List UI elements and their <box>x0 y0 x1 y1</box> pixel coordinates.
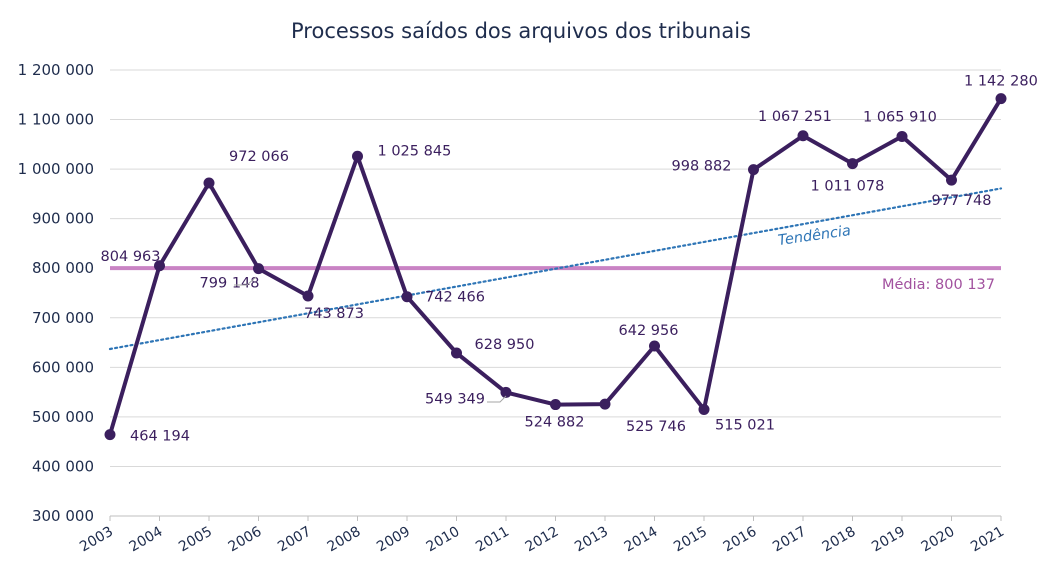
data-point <box>401 291 413 303</box>
data-point <box>203 177 215 189</box>
x-tick-label: 2010 <box>424 524 463 556</box>
data-point <box>550 399 561 411</box>
y-tick-label: 500 000 <box>32 408 94 426</box>
data-point <box>649 340 660 352</box>
x-tick-label: 2012 <box>523 524 562 556</box>
data-label: 977 748 <box>932 193 992 209</box>
y-axis: 300 000 400 000 500 000 600 000 700 000 800 0… <box>18 61 94 525</box>
data-point <box>451 347 462 359</box>
x-tick-label: 2008 <box>325 524 364 556</box>
x-tick-label: 2021 <box>968 524 1007 556</box>
y-tick-label: 1 200 000 <box>18 61 94 79</box>
y-tick-label: 400 000 <box>32 457 94 475</box>
data-point <box>698 403 710 415</box>
data-label: 1 142 280 <box>964 74 1038 90</box>
data-label: 642 956 <box>619 323 679 339</box>
data-label: 799 148 <box>200 276 260 292</box>
series <box>104 93 1007 441</box>
x-tick-label: 2013 <box>572 524 611 556</box>
x-tick-label: 2004 <box>127 524 166 556</box>
data-label: 1 067 251 <box>758 109 832 125</box>
data-label: 972 066 <box>229 149 289 165</box>
data-label: 1 025 845 <box>378 143 452 159</box>
data-label: 743 873 <box>304 306 364 322</box>
y-tick-label: 800 000 <box>32 259 94 277</box>
data-label: 804 963 <box>101 249 161 265</box>
x-tick-label: 2003 <box>77 524 116 556</box>
chart-title: Processos saídos dos arquivos dos tribun… <box>291 19 751 43</box>
y-tick-label: 900 000 <box>32 210 94 228</box>
data-point <box>500 386 512 398</box>
leader-line <box>487 395 507 403</box>
x-tick-label: 2017 <box>770 524 809 556</box>
data-label: 524 882 <box>525 415 585 431</box>
x-tick-label: 2006 <box>226 524 265 556</box>
data-point <box>599 398 611 410</box>
x-tick-label: 2016 <box>721 524 760 556</box>
x-tick-label: 2018 <box>820 524 859 556</box>
data-label: 525 746 <box>626 419 686 435</box>
y-tick-label: 1 100 000 <box>18 111 94 129</box>
data-label: 1 065 910 <box>863 109 937 125</box>
data-labels: 464 194 804 963 972 066 799 148 743 873 1 025… <box>101 74 1038 445</box>
data-label: 1 011 078 <box>811 179 885 195</box>
x-tick-label: 2020 <box>919 524 958 556</box>
data-label: 549 349 <box>425 391 485 407</box>
x-tick-label: 2007 <box>275 524 314 556</box>
data-label: 742 466 <box>425 290 485 306</box>
data-point <box>748 164 759 176</box>
data-label: 515 021 <box>715 417 775 433</box>
data-point <box>896 130 908 142</box>
data-point <box>154 260 165 272</box>
data-point <box>104 429 116 441</box>
y-tick-label: 1 000 000 <box>18 160 94 178</box>
x-tick-label: 2015 <box>671 524 710 556</box>
y-tick-label: 700 000 <box>32 309 94 327</box>
data-point <box>302 290 314 302</box>
x-tick-label: 2014 <box>622 524 661 556</box>
trend-line <box>108 187 1003 351</box>
mean-label: Média: 800 137 <box>882 277 995 293</box>
data-point <box>352 150 363 162</box>
data-point <box>847 158 858 170</box>
x-tick-label: 2019 <box>869 524 908 556</box>
data-point <box>797 130 809 142</box>
x-tick-label: 2011 <box>473 524 512 556</box>
grid <box>110 69 1001 517</box>
x-tick-label: 2005 <box>176 524 215 556</box>
data-label: 628 950 <box>475 337 535 353</box>
data-label: 464 194 <box>130 429 190 445</box>
leader-line <box>234 276 257 286</box>
data-point <box>946 174 957 186</box>
y-tick-label: 300 000 <box>32 507 94 525</box>
x-axis: 2003 2004 2005 2006 2007 2008 2009 2010 2011 2012… <box>77 515 1007 556</box>
data-point <box>253 263 264 275</box>
data-point <box>995 93 1007 105</box>
y-tick-label: 600 000 <box>32 358 94 376</box>
x-tick-label: 2009 <box>374 524 413 556</box>
data-label: 998 882 <box>672 159 732 175</box>
